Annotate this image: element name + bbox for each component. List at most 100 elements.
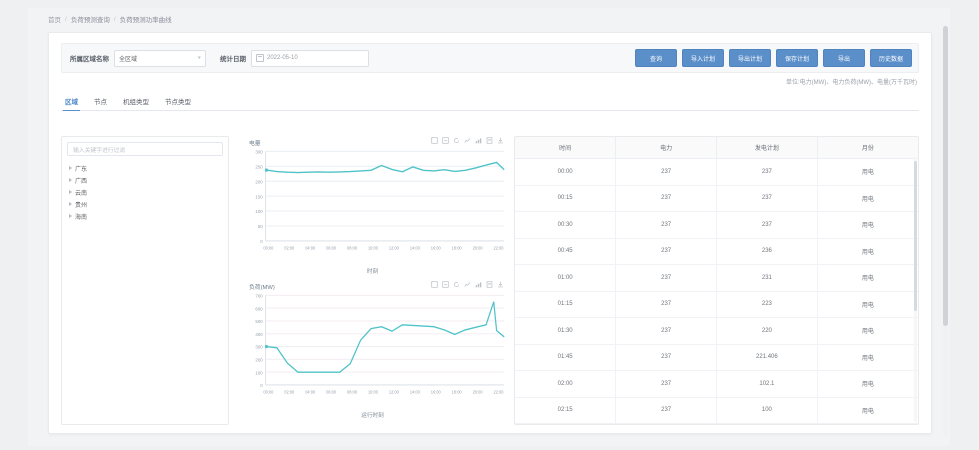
data-view-icon[interactable] (486, 137, 493, 144)
tree-node-label: 广西 (75, 178, 88, 185)
tree-node-label: 云南 (75, 190, 88, 197)
cell-month: 用电 (817, 317, 918, 345)
table-scrollbar[interactable] (914, 157, 917, 422)
cell-month: 用电 (817, 264, 918, 292)
query-button[interactable]: 查询 (635, 49, 677, 67)
chevron-right-icon[interactable] (69, 178, 72, 182)
save-image-icon[interactable] (497, 281, 504, 288)
cell-plan: 237 (716, 185, 818, 212)
tab-unit-detail[interactable]: 节点类型 (165, 99, 191, 106)
import-plan-button[interactable]: 导入计划 (682, 49, 724, 67)
tab-region[interactable]: 区域 (63, 96, 80, 111)
svg-text:18:00: 18:00 (452, 245, 463, 250)
cell-time: 02:00 (515, 370, 617, 398)
action-button-group: 查询 导入计划 导出计划 保存计划 导出 历史数据 (635, 49, 912, 67)
cell-month: 用电 (817, 423, 918, 424)
data-table: 时间 电力 发电计划 月份 00:00 237 237 用电 00:15 237 237 用… (515, 137, 918, 424)
page-scrollbar-thumb[interactable] (943, 26, 948, 326)
bar-chart-icon[interactable] (475, 281, 482, 288)
table-row: 02:30237100用电 (515, 423, 918, 424)
chart-toolbox (431, 281, 504, 288)
y-tick-labels: 700 600 500 400 300 200 100 0 (255, 293, 263, 388)
breadcrumb-separator: / (65, 15, 67, 23)
data-view-icon[interactable] (486, 281, 493, 288)
data-zoom-icon[interactable] (431, 281, 438, 288)
cell-month: 用电 (817, 238, 918, 265)
svg-text:16:00: 16:00 (431, 389, 442, 394)
chart-title: 负荷(MW) (249, 285, 275, 291)
restore-icon[interactable] (453, 137, 460, 144)
svg-text:100: 100 (255, 370, 263, 375)
export-button[interactable]: 导出 (823, 49, 865, 67)
svg-text:04:00: 04:00 (305, 389, 316, 394)
svg-text:08:00: 08:00 (347, 389, 358, 394)
series-line (266, 161, 505, 174)
tab-unit-group[interactable]: 机组类型 (123, 99, 149, 106)
chevron-right-icon[interactable] (69, 166, 72, 170)
column-header-plan: 发电计划 (716, 137, 818, 159)
tree-node-guangdong[interactable]: 广东 (67, 162, 223, 174)
date-input[interactable]: 2022-05-10 (251, 49, 369, 67)
chart-title: 电量 (249, 141, 261, 147)
cell-month: 用电 (817, 158, 918, 186)
restore-icon[interactable] (453, 281, 460, 288)
cell-time: 01:45 (515, 344, 617, 371)
chart-plot-area: 300 250 200 150 100 50 0 00:00 02:00 04:00 06… (237, 146, 508, 258)
cell-plan: 237 (716, 158, 818, 186)
svg-text:0: 0 (260, 239, 263, 244)
main-card: 所属区域名称 全区域 ▾ 统计日期 2022-05-10 查询 导入计划 导出计… (48, 32, 932, 434)
cell-plan: 220 (716, 317, 818, 345)
svg-text:22:00: 22:00 (493, 245, 504, 250)
tab-bar: 区域 节点 机组类型 节点类型 (61, 93, 919, 111)
chevron-right-icon[interactable] (69, 190, 72, 194)
history-compare-button[interactable]: 历史数据 (870, 49, 912, 67)
svg-text:12:00: 12:00 (389, 245, 400, 250)
app-window: 首页 / 负荷预测查询 / 负荷预测功率曲线 所属区域名称 全区域 ▾ 统计日期… (28, 8, 950, 446)
line-chart-icon[interactable] (464, 281, 471, 288)
tree-node-guizhou[interactable]: 贵州 (67, 198, 223, 210)
svg-text:600: 600 (255, 306, 263, 311)
chevron-right-icon[interactable] (69, 202, 72, 206)
unit-note: 单位:电力(MW)、电力负荷(MW)、电量(万千瓦时) (786, 80, 917, 86)
svg-text:04:00: 04:00 (305, 245, 316, 250)
cell-plan: 221.406 (716, 344, 818, 371)
tree-node-guangxi[interactable]: 广西 (67, 174, 223, 186)
cell-plan: 223 (716, 291, 818, 318)
cell-time: 00:45 (515, 238, 617, 265)
cell-plan: 100 (716, 397, 818, 424)
line-chart-icon[interactable] (464, 137, 471, 144)
chevron-right-icon[interactable] (69, 214, 72, 218)
cell-time: 01:15 (515, 291, 617, 318)
save-image-icon[interactable] (497, 137, 504, 144)
breadcrumb-item-query[interactable]: 负荷预测查询 (70, 17, 110, 24)
tree-node-hainan[interactable]: 海南 (67, 210, 223, 222)
tree-node-yunnan[interactable]: 云南 (67, 186, 223, 198)
svg-text:18:00: 18:00 (452, 389, 463, 394)
breadcrumb-item-home[interactable]: 首页 (48, 17, 61, 24)
tab-station[interactable]: 节点 (94, 99, 107, 106)
data-zoom-reset-icon[interactable] (442, 281, 449, 288)
table-body: 00:00 237 237 用电 00:15 237 237 用电 00:30 237 237 用… (515, 158, 918, 424)
svg-text:06:00: 06:00 (326, 245, 337, 250)
region-select[interactable]: 全区域 ▾ (114, 49, 206, 67)
page-scrollbar[interactable] (943, 26, 948, 436)
table-scrollbar-thumb[interactable] (914, 161, 917, 311)
svg-text:200: 200 (255, 179, 263, 184)
chart-x-axis-label: 运行时刻 (361, 413, 384, 419)
tree-node-label: 贵州 (75, 202, 88, 209)
column-header-power: 电力 (615, 137, 717, 159)
export-plan-button[interactable]: 导出计划 (729, 49, 771, 67)
column-header-month: 月份 (817, 137, 918, 159)
cell-month: 用电 (817, 397, 918, 424)
data-zoom-reset-icon[interactable] (442, 137, 449, 144)
chevron-down-icon: ▾ (198, 55, 202, 61)
region-filter-label: 所属区域名称 (70, 56, 109, 63)
bar-chart-icon[interactable] (475, 137, 482, 144)
save-plan-button[interactable]: 保存计划 (776, 49, 818, 67)
x-tick-labels: 00:00 02:00 04:00 06:00 08:00 10:00 12:00 14… (263, 245, 504, 250)
cell-plan: 100 (716, 423, 818, 424)
series-start-marker (264, 344, 268, 349)
data-zoom-icon[interactable] (431, 137, 438, 144)
tree-search-input[interactable]: 输入关键字进行过滤 (67, 142, 223, 156)
region-select-value: 全区域 (119, 56, 138, 63)
